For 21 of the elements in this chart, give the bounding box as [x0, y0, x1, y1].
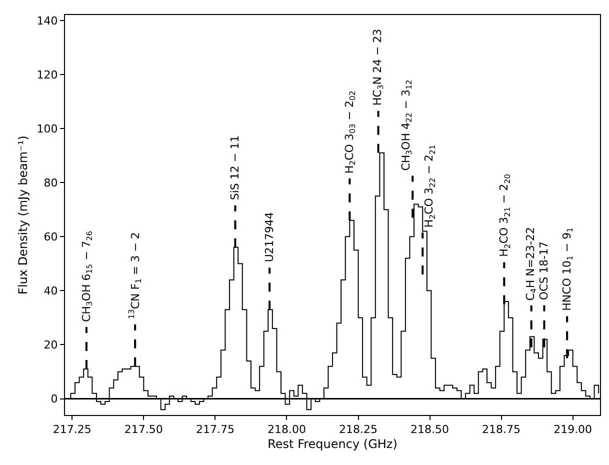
y-tick-label: 20 — [44, 338, 58, 352]
annotation: OCS 18-17 — [537, 241, 550, 300]
y-tick-label: 100 — [36, 122, 58, 136]
x-tick-label: 217.75 — [196, 423, 234, 436]
y-tick-label: 120 — [36, 68, 58, 82]
y-tick-label: 60 — [44, 230, 58, 244]
y-tick-label: 40 — [44, 284, 58, 298]
annotation: SiS 12 − 11 — [228, 135, 242, 200]
annotation: U217944 — [262, 212, 276, 262]
x-tick-label: 218.00 — [267, 423, 306, 436]
x-tick-label: 218.75 — [482, 423, 521, 436]
x-axis-title: Rest Frequency (GHz) — [268, 437, 398, 452]
x-tick-label: 217.50 — [124, 423, 163, 436]
y-tick-label: 0 — [50, 392, 58, 406]
x-tick-label: 219.00 — [554, 423, 592, 436]
x-tick-label: 218.25 — [339, 423, 378, 436]
x-tick-label: 217.25 — [52, 423, 92, 436]
y-tick-label: 140 — [36, 14, 58, 28]
x-tick-label: 218.50 — [410, 423, 450, 436]
y-tick-label: 80 — [44, 176, 58, 190]
y-axis-title: Flux Density (mJy beam⁻¹) — [16, 136, 30, 294]
